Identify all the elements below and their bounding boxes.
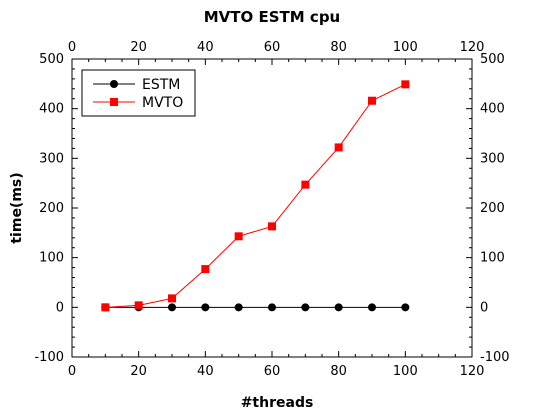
data-point-mvto [301, 180, 310, 189]
data-point-mvto [401, 80, 410, 89]
legend-label-estm: ESTM [142, 77, 180, 93]
legend: ESTM MVTO [81, 69, 196, 117]
x-tick-label-bottom: 20 [130, 364, 147, 379]
series-estm [101, 303, 410, 312]
x-tick-label-bottom: 40 [197, 364, 214, 379]
x-tick-label-bottom: 120 [460, 364, 485, 379]
data-point-estm [168, 303, 176, 312]
x-tick-label-top: 100 [393, 40, 418, 55]
data-point-estm [401, 303, 410, 312]
legend-marker-estm [110, 80, 118, 88]
legend-label-mvto: MVTO [142, 95, 183, 111]
x-tick-label-top: 40 [197, 40, 214, 55]
data-point-mvto [334, 143, 343, 152]
x-tick-label-bottom: 100 [393, 364, 418, 379]
x-tick-label-bottom: 0 [68, 364, 76, 379]
x-tick-label-top: 60 [264, 40, 281, 55]
x-tick-label-bottom: 60 [264, 364, 281, 379]
y-tick-label-right: 400 [480, 102, 505, 117]
x-tick-label-bottom: 80 [330, 364, 347, 379]
data-point-mvto [268, 222, 276, 231]
data-point-estm [201, 303, 210, 312]
data-point-estm [334, 303, 343, 312]
y-tick-label-left: -100 [34, 350, 64, 365]
y-tick-label-left: 400 [39, 102, 64, 117]
y-tick-label-left: 300 [39, 151, 64, 166]
legend-box [81, 69, 196, 117]
y-tick-label-left: 100 [39, 251, 64, 266]
data-point-mvto [368, 96, 376, 105]
y-tick-label-right: 500 [480, 52, 505, 67]
data-point-mvto [134, 301, 143, 310]
x-tick-label-top: 0 [68, 40, 76, 55]
data-point-estm [368, 303, 376, 312]
data-point-estm [301, 303, 310, 312]
legend-item-estm: ESTM [93, 77, 180, 93]
y-tick-label-left: 500 [39, 52, 64, 67]
data-point-estm [234, 303, 243, 312]
y-axis-title: time(ms) [9, 172, 25, 243]
y-tick-label-right: -100 [480, 350, 510, 365]
x-tick-label-top: 20 [130, 40, 147, 55]
legend-item-mvto: MVTO [93, 95, 183, 111]
x-axis-title: #threads [241, 395, 314, 411]
chart-title: MVTO ESTM cpu [204, 8, 340, 26]
y-tick-label-right: 300 [480, 151, 505, 166]
data-point-mvto [201, 265, 210, 274]
y-tick-label-right: 0 [480, 300, 488, 315]
y-tick-label-right: 100 [480, 251, 505, 266]
series-mvto [101, 80, 410, 312]
series-line-mvto [105, 83, 406, 308]
x-tick-label-top: 80 [330, 40, 347, 55]
data-point-mvto [168, 294, 176, 303]
axis-ticks [71, 58, 473, 358]
y-tick-label-left: 200 [39, 201, 64, 216]
data-point-mvto [234, 232, 243, 241]
data-point-mvto [101, 303, 110, 312]
legend-marker-mvto [110, 98, 118, 106]
series-layer [101, 80, 410, 312]
data-point-estm [268, 303, 276, 312]
y-tick-label-right: 200 [480, 201, 505, 216]
x-tick-label-top: 120 [460, 40, 485, 55]
y-tick-label-left: 0 [56, 300, 64, 315]
